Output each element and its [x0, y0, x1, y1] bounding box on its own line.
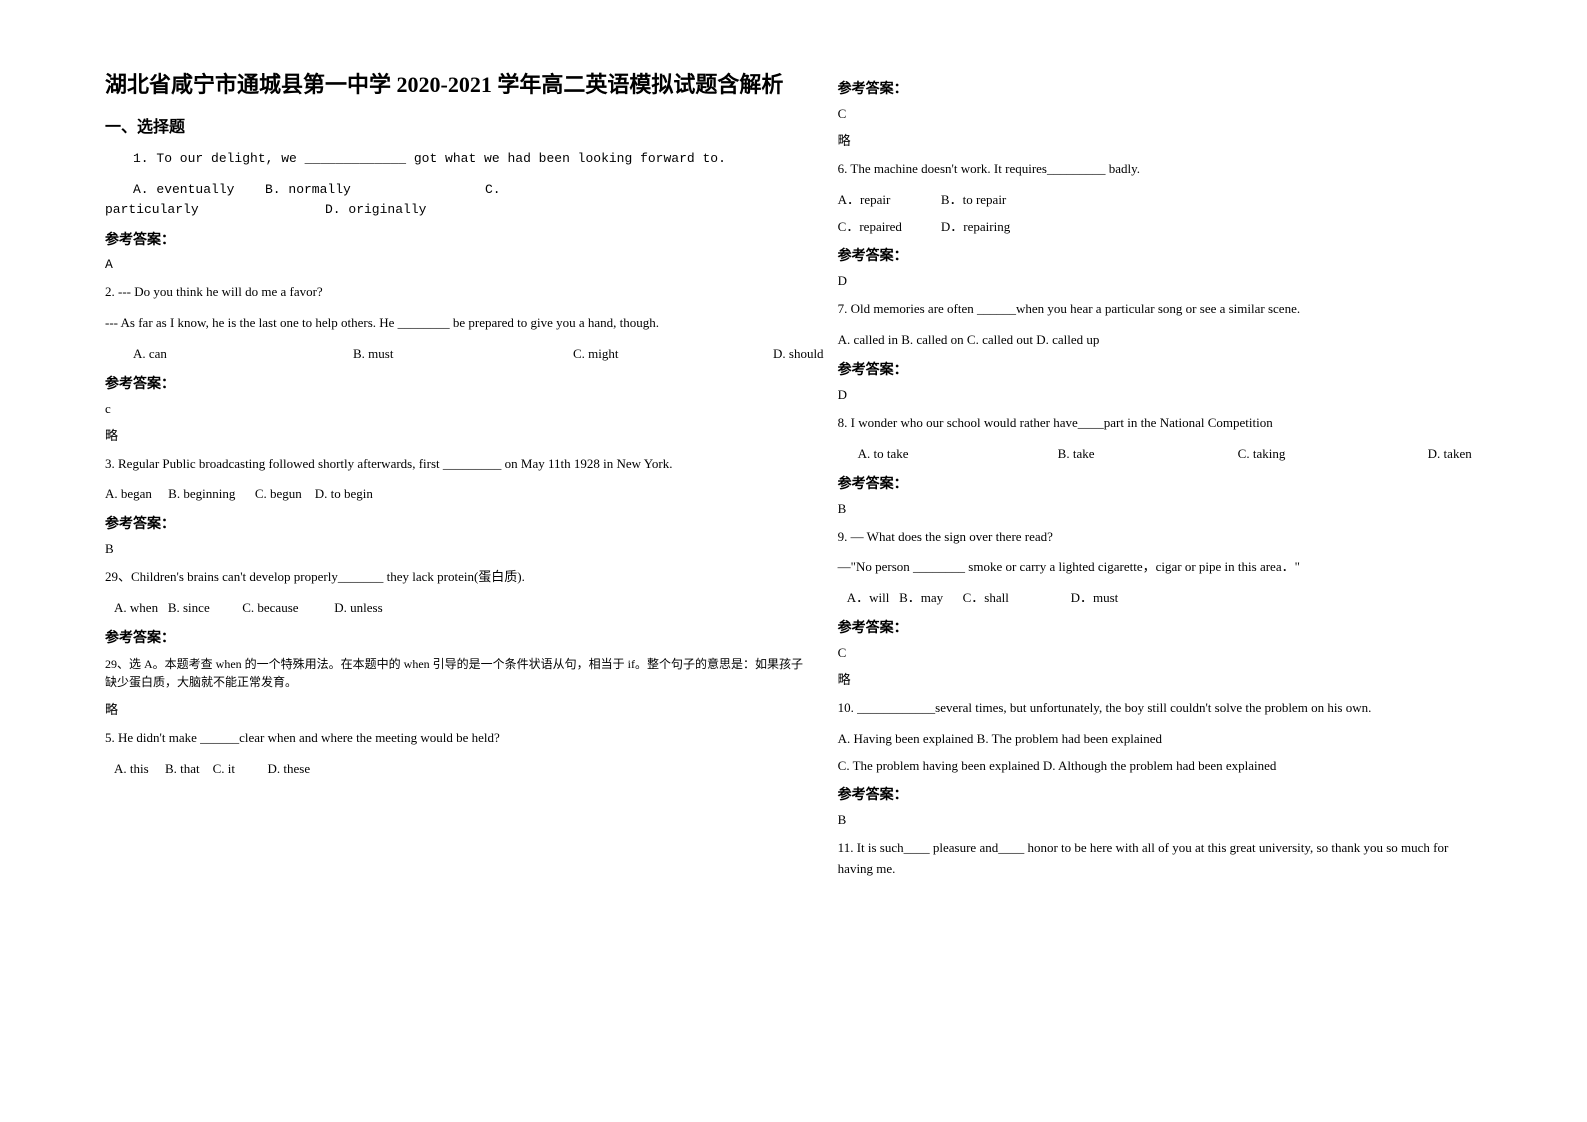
q6-options-row2: C．repaired D．repairing — [838, 217, 1482, 238]
q6-options-row1: A．repair B．to repair — [838, 190, 1482, 211]
q2-optD: D. should — [773, 344, 824, 365]
q6-optD: D．repairing — [941, 219, 1010, 234]
q2-line2: --- As far as I know, he is the last one… — [105, 313, 808, 334]
q9-omit: 略 — [838, 669, 1482, 688]
q6-optA: A．repair — [838, 190, 938, 211]
q2-optC: C. might — [573, 344, 713, 365]
q3-answer: B — [105, 541, 808, 557]
q29-omit: 略 — [105, 699, 808, 718]
q2-optB: B. must — [353, 344, 513, 365]
right-column: 参考答案： C 略 6. The machine doesn't work. I… — [823, 70, 1497, 1052]
q1-optB: B. normally — [265, 180, 485, 201]
q2-options: A. can B. must C. might D. should — [105, 344, 808, 365]
q29-explanation: 29、选 A。本题考查 when 的一个特殊用法。在本题中的 when 引导的是… — [105, 655, 808, 691]
q10-answer: B — [838, 812, 1482, 828]
q6-optC: C．repaired — [838, 217, 938, 238]
q2-answer: c — [105, 401, 808, 417]
q8-optD: D. taken — [1428, 444, 1472, 465]
q2-omit: 略 — [105, 425, 808, 444]
q5-text: 5. He didn't make ______clear when and w… — [105, 728, 808, 749]
q9-options: A．will B．may C．shall D．must — [838, 588, 1482, 609]
q8-optA: A. to take — [858, 444, 998, 465]
q11-text: 11. It is such____ pleasure and____ hono… — [838, 838, 1482, 880]
q29-text: 29、Children's brains can't develop prope… — [105, 567, 808, 588]
q3-text: 3. Regular Public broadcasting followed … — [105, 454, 808, 475]
left-column: 湖北省咸宁市通城县第一中学 2020-2021 学年高二英语模拟试题含解析 一、… — [90, 70, 823, 1052]
q1-optC: C. — [485, 180, 501, 201]
q7-text: 7. Old memories are often ______when you… — [838, 299, 1482, 320]
q10-text: 10. ____________several times, but unfor… — [838, 698, 1482, 719]
q8-optC: C. taking — [1238, 444, 1368, 465]
q1-optCextra: particularly — [105, 200, 325, 221]
q1-optD: D. originally — [325, 200, 426, 221]
q6-text: 6. The machine doesn't work. It requires… — [838, 159, 1482, 180]
q2-answer-label: 参考答案： — [105, 373, 808, 393]
q10-answer-label: 参考答案： — [838, 784, 1482, 804]
q3-answer-label: 参考答案： — [105, 513, 808, 533]
q1-optA: A. eventually — [105, 180, 265, 201]
q10-line2: A. Having been explained B. The problem … — [838, 729, 1482, 750]
doc-title: 湖北省咸宁市通城县第一中学 2020-2021 学年高二英语模拟试题含解析 — [105, 70, 808, 101]
q7-answer: D — [838, 387, 1482, 403]
q7-answer-label: 参考答案： — [838, 359, 1482, 379]
q9-line1: 9. — What does the sign over there read? — [838, 527, 1482, 548]
q8-text: 8. I wonder who our school would rather … — [838, 413, 1482, 434]
q8-answer-label: 参考答案： — [838, 473, 1482, 493]
q6-optB: B．to repair — [941, 192, 1006, 207]
q8-answer: B — [838, 501, 1482, 517]
q6-answer-label: 参考答案： — [838, 245, 1482, 265]
q9-answer: C — [838, 645, 1482, 661]
section-heading: 一、选择题 — [105, 113, 808, 137]
q7-options: A. called in B. called on C. called out … — [838, 330, 1482, 351]
q29-options: A. when B. since C. because D. unless — [105, 598, 808, 619]
q2-line1: 2. --- Do you think he will do me a favo… — [105, 282, 808, 303]
q1-text: 1. To our delight, we _____________ got … — [105, 149, 808, 170]
q8-options: A. to take B. take C. taking D. taken — [838, 444, 1482, 465]
q8-optB: B. take — [1058, 444, 1178, 465]
q1-options: A. eventually B. normally C. particularl… — [105, 180, 808, 222]
q10-line3: C. The problem having been explained D. … — [838, 756, 1482, 777]
q9-answer-label: 参考答案： — [838, 617, 1482, 637]
q1-answer: A — [105, 257, 808, 272]
q5-options: A. this B. that C. it D. these — [105, 759, 808, 780]
q5-omit: 略 — [838, 130, 1482, 149]
q1-answer-label: 参考答案： — [105, 229, 808, 249]
q5-answer: C — [838, 106, 1482, 122]
q6-answer: D — [838, 273, 1482, 289]
q3-options: A. began B. beginning C. begun D. to beg… — [105, 484, 808, 505]
q2-optA: A. can — [133, 344, 293, 365]
q5-answer-label: 参考答案： — [838, 78, 1482, 98]
q29-answer-label: 参考答案： — [105, 627, 808, 647]
q9-line2: —"No person ________ smoke or carry a li… — [838, 557, 1482, 578]
